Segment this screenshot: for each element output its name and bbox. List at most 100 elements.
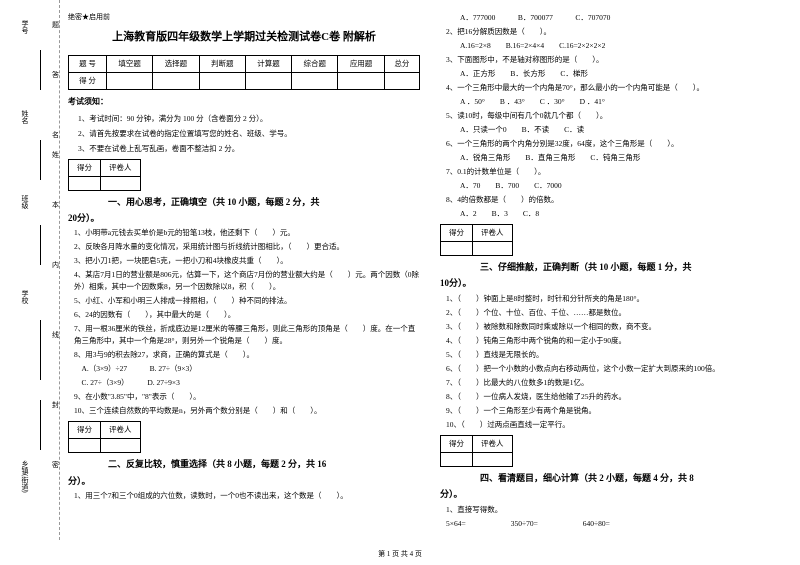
marker-score: 得分 [69,159,101,176]
question: 5、读10时，每级中间有几个0就几个都（ ）。 [446,110,792,122]
question: 5、（ ）直线是无限长的。 [446,349,792,361]
question: 1、小明带a元钱去买单价是b元的铅笔13枝，他还剩下（ ）元。 [74,227,420,239]
question: 3、把小刀1把，一块肥皂5克，一把小刀和4块橡皮共重（ ）。 [74,255,420,267]
question: 10、（ ）过两点画直线一定平行。 [446,419,792,431]
td: 得 分 [69,72,107,89]
question: 8、（ ）一位病人发烧，医生给他输了25升的药水。 [446,391,792,403]
section1-tail: 20分）。 [68,211,420,225]
th: 计算题 [245,55,291,72]
marker-table: 得分评卷人 [68,159,141,191]
question: 9、在小数"3.85"中，"8"表示（ ）。 [74,391,420,403]
options: A．正方形 B．长方形 C．梯形 [460,68,792,80]
field-id: 学号 [20,20,30,34]
section4-title: 四、看清题目，细心计算（共 2 小题，每题 4 分，共 8 [480,471,792,485]
question: 2、反映各月降水量的变化情况，采用统计图与折线统计图相比，（ ）更合适。 [74,241,420,253]
seal-char: 姓 [52,150,59,160]
marker-person: 评卷人 [101,159,141,176]
options: A.16=2×8 B.16=2×4×4 C.16=2×2×2×2 [460,40,792,52]
section4-tail: 分）。 [440,487,792,501]
section3-tail: 10分）。 [440,276,792,290]
seal-char: 内 [52,260,59,270]
exam-title: 上海教育版四年级数学上学期过关检测试卷C卷 附解析 [68,29,420,47]
section2-tail: 分）。 [68,474,420,488]
options: A．锐角三角形 B．直角三角形 C．钝角三角形 [460,152,792,164]
marker-score: 得分 [441,435,473,452]
seal-char: 线 [52,330,59,340]
left-column: 绝密★启用前 上海教育版四年级数学上学期过关检测试卷C卷 附解析 题 号 填空题… [68,12,420,532]
question: 6、24的因数有（ ），其中最大的是（ ）。 [74,309,420,321]
notice-item: 1、考试时间：90 分钟，满分为 100 分（含卷面分 2 分）。 [78,113,420,125]
th: 综合题 [292,55,338,72]
question: 6、（ ）把一个小数的小数点向右移动两位，这个小数一定扩大到原来的100倍。 [446,363,792,375]
question: 2、（ ）个位、十位、百位、千位、……都是数位。 [446,307,792,319]
td [384,72,419,89]
marker-table: 得分评卷人 [440,224,513,256]
seal-char: 本 [52,200,59,210]
calc-line: 5×64= 350÷70= 640÷80= [446,518,792,530]
field-name: 姓名 [20,110,30,124]
th: 总分 [384,55,419,72]
field-line [40,320,41,380]
field-class: 班级 [20,195,30,209]
td [338,72,384,89]
notice-item: 2、请首先按要求在试卷的指定位置填写您的姓名、班级、学号。 [78,128,420,140]
page-footer: 第 1 页 共 4 页 [0,549,800,559]
question: 7、0.1的计数单位是（ ）。 [446,166,792,178]
question: 4、（ ）钝角三角形中两个锐角的和一定小于90度。 [446,335,792,347]
notice-item: 3、不要在试卷上乱写乱画，卷面不整洁扣 2 分。 [78,143,420,155]
question: C. 27÷（3×9） D. 27÷9×3 [74,377,420,389]
marker-person: 评卷人 [473,225,513,242]
options: A．2 B．3 C．8 [460,208,792,220]
field-line [40,400,41,450]
question: 2、把16分解质因数是（ ）。 [446,26,792,38]
section2-title: 二、反复比较，慎重选择（共 8 小题，每题 2 分，共 16 [108,457,420,471]
question: 1、用三个7和三个0组成的六位数，读数时，一个0也不读出来，这个数是（ ）。 [74,490,420,502]
content-area: 绝密★启用前 上海教育版四年级数学上学期过关检测试卷C卷 附解析 题 号 填空题… [68,12,792,532]
section3-title: 三、仔细推敲，正确判断（共 10 小题，每题 1 分，共 [480,260,792,274]
score-table: 题 号 填空题 选择题 判断题 计算题 综合题 应用题 总分 得 分 [68,55,420,90]
marker-score: 得分 [69,422,101,439]
field-line [40,225,41,265]
td [199,72,245,89]
seal-char: 题 [52,20,59,30]
question: 7、（ ）比最大的八位数多1的数是1亿。 [446,377,792,389]
options: A．777000 B．700077 C．707070 [460,12,792,24]
options: A ．50° B ．43° C ．30° D ．41° [460,96,792,108]
question: 3、下面图形中，不是轴对称图形的是（ ）。 [446,54,792,66]
section1-title: 一、用心思考，正确填空（共 10 小题，每题 2 分，共 [108,195,420,209]
secret-label: 绝密★启用前 [68,12,420,23]
question: 4、某店7月1日的营业额是806元，估算一下，这个商店7月份的营业额大约是（ ）… [74,269,420,293]
table-row: 题 号 填空题 选择题 判断题 计算题 综合题 应用题 总分 [69,55,420,72]
th: 选择题 [153,55,199,72]
notice-head: 考试须知： [68,96,420,109]
seal-char: 封 [52,400,59,410]
question: 8、4的倍数都是（ ）的倍数。 [446,194,792,206]
marker-table: 得分评卷人 [68,421,141,453]
th: 填空题 [107,55,153,72]
td [245,72,291,89]
question: 4、一个三角形中最大的一个内角是70°，那么最小的一个内角可能是（ ）。 [446,82,792,94]
binding-area: 学号 姓名 班级 学校 乡镇(街道) 题 答 名 姓 本 内 线 封 密 [0,0,60,540]
marker-table: 得分评卷人 [440,435,513,467]
question: 10、三个连续自然数的平均数是n，另外两个数分别是（ ）和（ ）。 [74,405,420,417]
field-line [40,50,41,90]
field-school: 学校 [20,290,30,304]
question: 9、（ ）一个三角形至少有两个角是锐角。 [446,405,792,417]
seal-char: 名 [52,130,59,140]
seal-char: 答 [52,70,59,80]
td [107,72,153,89]
th: 判断题 [199,55,245,72]
field-town: 乡镇(街道) [20,460,30,493]
td [153,72,199,89]
question: A.（3×9）÷27 B. 27÷（9×3） [74,363,420,375]
seal-char: 密 [52,460,59,470]
th: 题 号 [69,55,107,72]
question: 3、（ ）被除数和除数同时乘或除以一个相同的数，商不变。 [446,321,792,333]
question: 8、用3与9的积去除27，求商，正确的算式是（ ）。 [74,349,420,361]
marker-person: 评卷人 [101,422,141,439]
question: 5、小红、小军和小明三人排成一排照相，（ ）种不同的排法。 [74,295,420,307]
right-column: A．777000 B．700077 C．707070 2、把16分解质因数是（ … [440,12,792,532]
question: 6、一个三角形的两个内角分别是32度，64度，这个三角形是（ ）。 [446,138,792,150]
field-line [40,140,41,180]
td [292,72,338,89]
